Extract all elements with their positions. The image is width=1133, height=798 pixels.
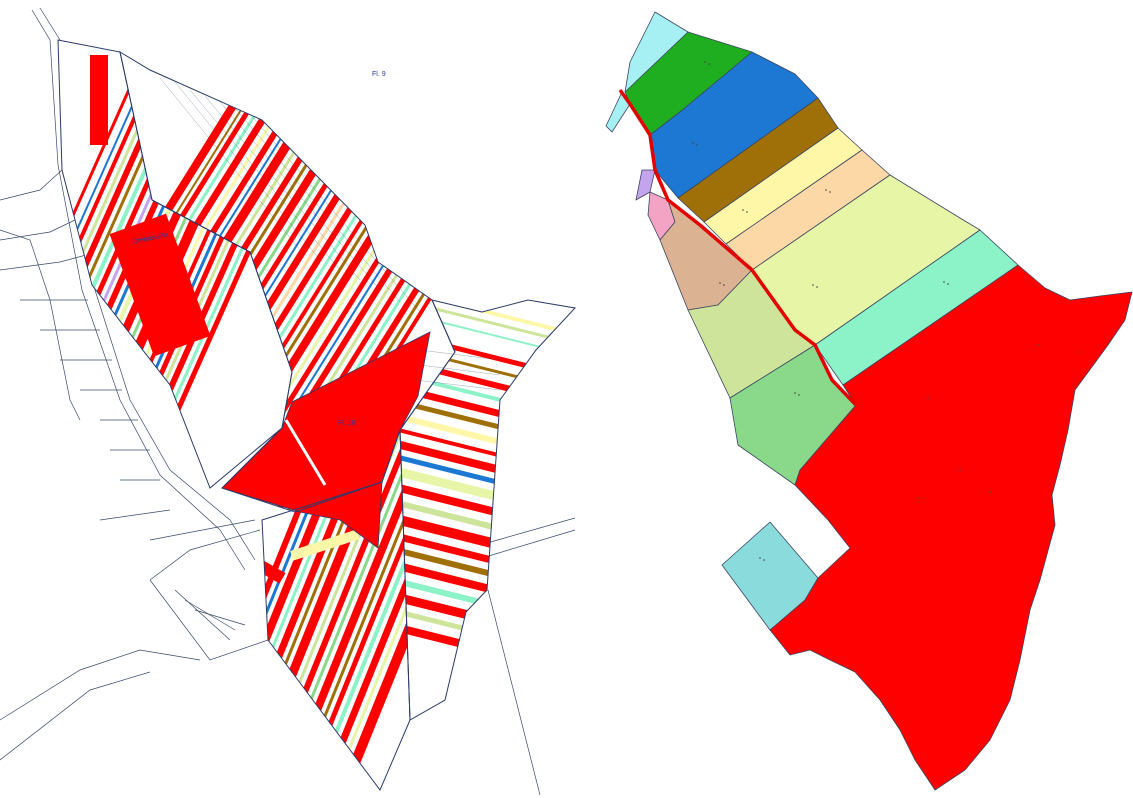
right-parcel-map <box>590 0 1133 798</box>
parcel-markers <box>692 61 1081 561</box>
parcel-dividers <box>159 77 501 391</box>
sheet-label-top: Fl. 9 <box>372 71 386 78</box>
parcel-boundaries <box>57 39 576 791</box>
parcel-large-red <box>769 264 1133 791</box>
right-map-canvas <box>605 11 1133 791</box>
context-lines <box>0 7 576 796</box>
left-map-canvas: Fl. 9 Fl. 10 Ombrosella <box>0 7 576 796</box>
left-cadastral-map: Fl. 9 Fl. 10 Ombrosella <box>0 7 576 796</box>
parcel-blue <box>649 51 819 199</box>
sheet-label-center: Fl. 10 <box>338 420 356 427</box>
red-boundary-line <box>618 88 858 407</box>
